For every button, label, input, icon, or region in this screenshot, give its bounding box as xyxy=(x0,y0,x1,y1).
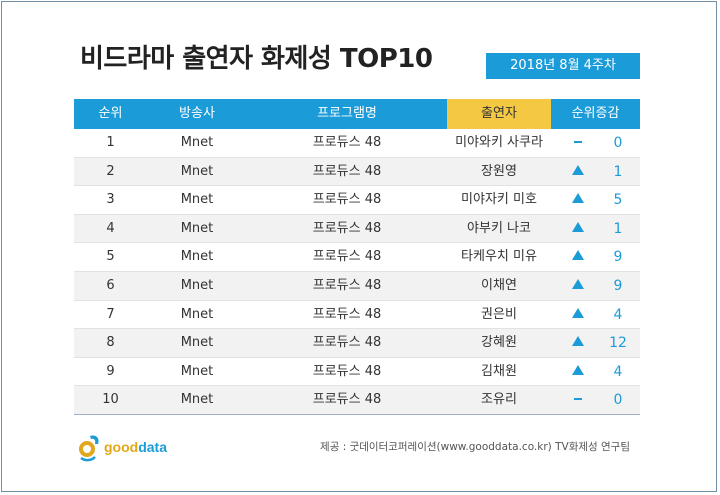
up-triangle-icon xyxy=(572,164,584,175)
program-cell: 프로듀스 48 xyxy=(312,163,382,179)
performer-cell: 야부키 나코 xyxy=(467,220,531,236)
trend-indicator xyxy=(570,272,586,300)
trend-indicator xyxy=(570,329,586,357)
program-cell: 프로듀스 48 xyxy=(312,220,382,236)
program-cell: 프로듀스 48 xyxy=(312,392,382,408)
trend-indicator xyxy=(570,158,586,186)
performer-cell: 권은비 xyxy=(481,306,517,322)
gooddata-logo: gooddata xyxy=(76,432,167,462)
rank-change-value: 9 xyxy=(613,277,623,294)
rank-cell: 7 xyxy=(106,306,115,322)
table-row: 4 Mnet 프로듀스 48 야부키 나코 1 xyxy=(74,214,640,244)
gooddata-logo-icon xyxy=(79,435,99,462)
program-cell: 프로듀스 48 xyxy=(312,135,382,150)
rank-cell: 5 xyxy=(106,249,115,265)
program-cell: 프로듀스 48 xyxy=(312,249,382,265)
channel-cell: Mnet xyxy=(180,363,214,379)
no-change-dash-icon xyxy=(574,140,582,143)
ranking-table: 순위 방송사 프로그램명 출연자 순위증감 1 Mnet 프로듀스 48 미야와키 사… xyxy=(74,99,640,415)
program-cell: 프로듀스 48 xyxy=(312,335,382,351)
table-row: 9 Mnet 프로듀스 48 김채원 4 xyxy=(74,358,640,387)
rank-change-value: 1 xyxy=(613,163,623,180)
performer-cell: 타케우치 미유 xyxy=(461,249,537,265)
source-credit: 제공 : 굿데이터코퍼레이션(www.gooddata.co.kr) TV화제성… xyxy=(320,441,630,453)
rank-cell: 10 xyxy=(102,392,119,408)
performer-cell: 장원영 xyxy=(481,163,517,179)
channel-cell: Mnet xyxy=(180,392,214,408)
program-cell: 프로듀스 48 xyxy=(312,277,382,293)
trend-indicator xyxy=(570,215,586,243)
rank-change-value: 5 xyxy=(613,192,623,209)
up-triangle-icon xyxy=(572,278,584,289)
up-triangle-icon xyxy=(572,193,584,204)
up-triangle-icon xyxy=(572,364,584,375)
table-body: 1 Mnet 프로듀스 48 미야와키 사쿠라 0 2 Mnet 프로듀스 48 장원영 1 3 Mn… xyxy=(74,129,640,415)
rank-cell: 9 xyxy=(106,363,115,379)
trend-indicator xyxy=(570,186,586,214)
up-triangle-icon xyxy=(572,336,584,347)
no-change-dash-icon xyxy=(574,397,582,400)
rank-cell: 4 xyxy=(106,220,115,236)
performer-cell: 미야자키 미호 xyxy=(461,192,537,208)
rank-cell: 6 xyxy=(106,277,115,293)
column-header-performer: 출연자 xyxy=(447,99,551,129)
column-header-rank: 순위 xyxy=(74,99,147,129)
table-row: 3 Mnet 프로듀스 48 미야자키 미호 5 xyxy=(74,186,640,215)
performer-cell: 미야와키 사쿠라 xyxy=(455,135,543,150)
rank-cell: 1 xyxy=(106,135,115,150)
column-header-channel: 방송사 xyxy=(147,99,247,129)
rank-change-value: 4 xyxy=(613,306,623,323)
table-row: 1 Mnet 프로듀스 48 미야와키 사쿠라 0 xyxy=(74,129,640,158)
gooddata-logo-text: gooddata xyxy=(104,439,168,455)
performer-cell: 이채연 xyxy=(481,277,517,293)
table-header: 순위 방송사 프로그램명 출연자 순위증감 xyxy=(74,99,640,129)
table-row: 7 Mnet 프로듀스 48 권은비 4 xyxy=(74,301,640,330)
channel-cell: Mnet xyxy=(180,335,214,351)
trend-indicator xyxy=(570,386,586,414)
channel-cell: Mnet xyxy=(180,135,214,150)
performer-cell: 조유리 xyxy=(481,392,517,408)
up-triangle-icon xyxy=(572,307,584,318)
channel-cell: Mnet xyxy=(180,306,214,322)
table-row: 5 Mnet 프로듀스 48 타케우치 미유 9 xyxy=(74,243,640,272)
rank-change-value: 1 xyxy=(613,220,623,237)
table-row: 2 Mnet 프로듀스 48 장원영 1 xyxy=(74,157,640,187)
column-header-rank-change: 순위증감 xyxy=(551,99,640,129)
channel-cell: Mnet xyxy=(180,249,214,265)
rank-cell: 3 xyxy=(106,192,115,208)
trend-indicator xyxy=(570,301,586,329)
table-row: 6 Mnet 프로듀스 48 이채연 9 xyxy=(74,271,640,301)
trend-indicator xyxy=(570,129,586,157)
performer-cell: 김채원 xyxy=(481,363,517,379)
channel-cell: Mnet xyxy=(180,220,214,236)
channel-cell: Mnet xyxy=(180,163,214,179)
rank-cell: 2 xyxy=(106,163,115,179)
table-row: 10 Mnet 프로듀스 48 조유리 0 xyxy=(74,386,640,415)
program-cell: 프로듀스 48 xyxy=(312,306,382,322)
table-row: 8 Mnet 프로듀스 48 강혜원 12 xyxy=(74,329,640,358)
channel-cell: Mnet xyxy=(180,277,214,293)
up-triangle-icon xyxy=(572,250,584,261)
trend-indicator xyxy=(570,358,586,386)
column-header-program: 프로그램명 xyxy=(247,99,447,129)
rank-change-value: 9 xyxy=(613,249,623,266)
rank-change-value: 0 xyxy=(613,135,623,151)
trend-indicator xyxy=(570,243,586,271)
week-badge: 2018년 8월 4주차 xyxy=(486,53,640,79)
rank-change-value: 12 xyxy=(609,335,627,352)
rank-change-value: 4 xyxy=(613,363,623,380)
program-cell: 프로듀스 48 xyxy=(312,363,382,379)
performer-cell: 강혜원 xyxy=(481,335,517,351)
table-bottom-divider xyxy=(74,414,640,415)
up-triangle-icon xyxy=(572,221,584,232)
rank-cell: 8 xyxy=(106,335,115,351)
page-title: 비드라마 출연자 화제성 TOP10 xyxy=(80,44,433,74)
program-cell: 프로듀스 48 xyxy=(312,192,382,208)
channel-cell: Mnet xyxy=(180,192,214,208)
rank-change-value: 0 xyxy=(613,392,623,409)
